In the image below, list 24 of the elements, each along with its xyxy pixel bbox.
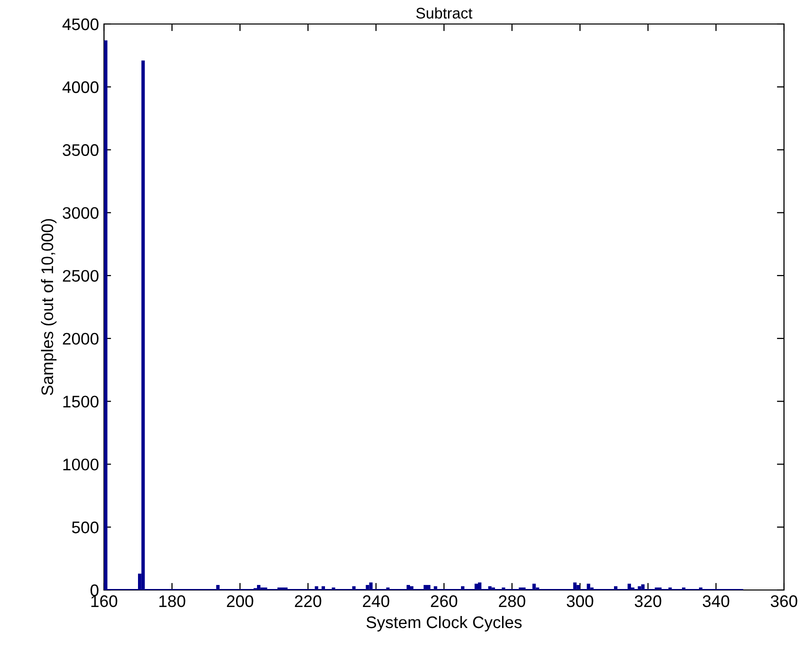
y-tick-label: 2000 [62, 332, 98, 345]
x-tick-label: 320 [634, 595, 662, 608]
y-tick-label: 3000 [62, 207, 98, 219]
y-tick-label: 4000 [62, 81, 98, 94]
x-tick-label: 360 [770, 595, 798, 608]
chart-title: Subtract [416, 7, 472, 19]
y-tick-label: 0 [90, 584, 98, 596]
x-tick-label: 200 [226, 595, 254, 608]
y-tick-label: 3500 [62, 144, 98, 156]
y-axis-title: Samples (out of 10,000) [40, 219, 57, 396]
x-tick-label: 340 [702, 595, 730, 608]
y-tick-label: 1000 [63, 458, 98, 470]
y-tick-label: 1500 [63, 396, 98, 408]
x-tick-label: 240 [362, 595, 390, 608]
x-tick-label: 300 [566, 595, 594, 608]
x-tick-label: 180 [159, 595, 186, 608]
x-tick-label: 280 [498, 595, 526, 608]
x-tick-label: 260 [430, 595, 458, 608]
x-axis-title: System Clock Cycles [366, 616, 522, 632]
x-tick-label: 220 [294, 595, 322, 608]
y-tick-label: 4500 [62, 18, 98, 30]
y-tick-label: 2500 [62, 270, 98, 282]
x-tick-label: 160 [91, 595, 118, 608]
y-tick-label: 500 [72, 522, 98, 534]
